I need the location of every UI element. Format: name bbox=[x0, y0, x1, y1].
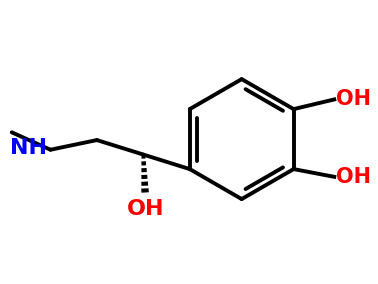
Text: NH: NH bbox=[9, 138, 46, 158]
Text: OH: OH bbox=[336, 167, 371, 187]
Text: OH: OH bbox=[127, 199, 164, 219]
Text: OH: OH bbox=[336, 89, 371, 109]
